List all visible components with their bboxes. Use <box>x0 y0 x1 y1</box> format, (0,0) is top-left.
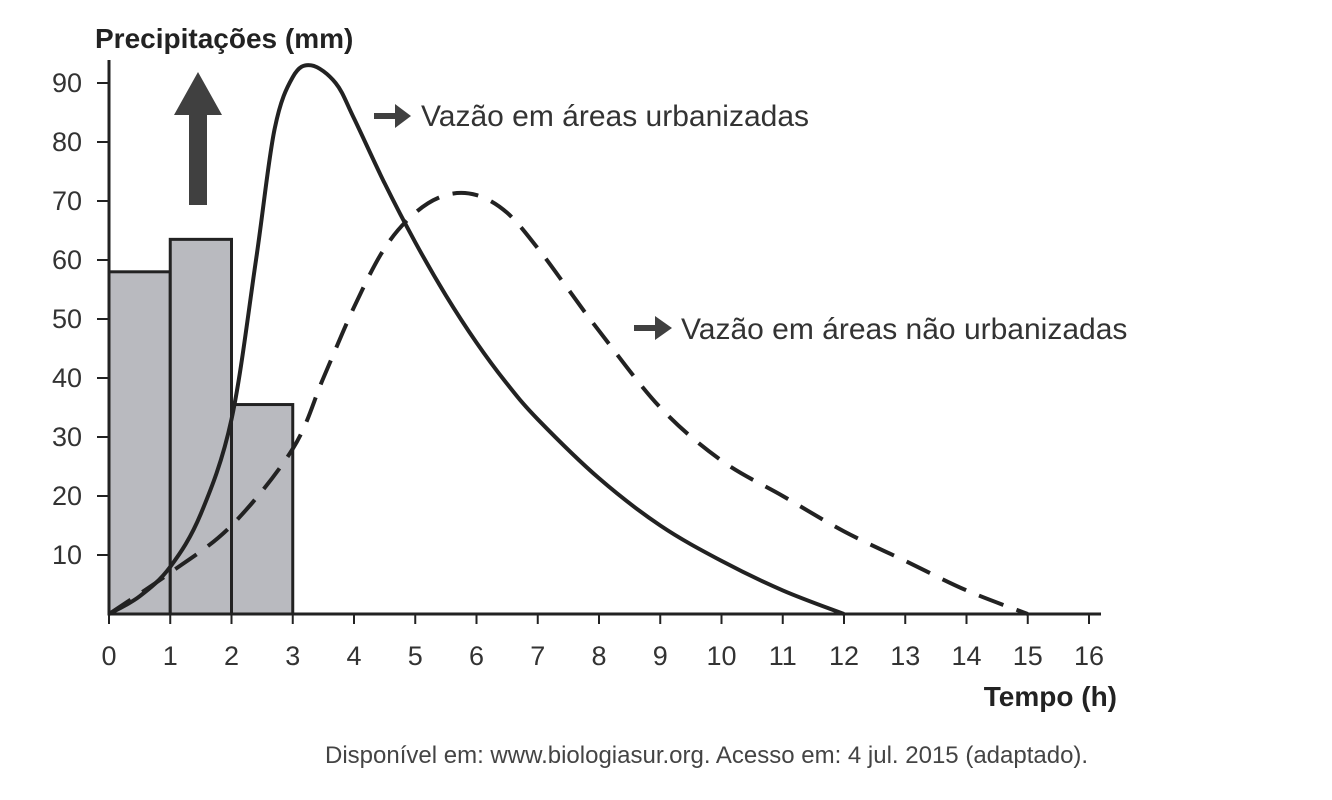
x-tick-label: 1 <box>163 641 178 671</box>
x-tick-label: 5 <box>408 641 423 671</box>
flow-curves <box>107 63 1029 616</box>
y-tick-label: 80 <box>52 127 82 157</box>
legend-label-urbanized: Vazão em áreas urbanizadas <box>421 100 809 133</box>
x-tick-label: 0 <box>101 641 116 671</box>
x-tick-label: 10 <box>706 641 736 671</box>
x-tick-label: 6 <box>469 641 484 671</box>
legend-label-non-urbanized: Vazão em áreas não urbanizadas <box>681 313 1127 346</box>
axes <box>107 60 1101 616</box>
x-tick-label: 16 <box>1074 641 1104 671</box>
x-tick-label: 15 <box>1013 641 1043 671</box>
y-tick-label: 40 <box>52 363 82 393</box>
x-tick-label: 2 <box>224 641 239 671</box>
x-tick-label: 4 <box>346 641 361 671</box>
x-tick-label: 3 <box>285 641 300 671</box>
x-tick-label: 7 <box>530 641 545 671</box>
y-tick-label: 60 <box>52 245 82 275</box>
up-arrow-icon <box>174 72 222 205</box>
precipitation-flow-chart: 0 1 2 3 4 5 6 7 8 9 10 11 12 13 14 15 161020304050607080… <box>52 23 1127 712</box>
x-tick-label: 14 <box>951 641 981 671</box>
x-tick-label: 9 <box>653 641 668 671</box>
precipitation-bar-0 <box>107 270 172 616</box>
x-tick-label: 13 <box>890 641 920 671</box>
source-citation: Disponível em: www.biologiasur.org. Aces… <box>325 742 1089 769</box>
y-tick-label: 90 <box>52 68 82 98</box>
x-tick-label: 12 <box>829 641 859 671</box>
precipitation-bars <box>107 237 295 616</box>
y-tick-label: 70 <box>52 186 82 216</box>
precipitation-bar-1 <box>168 237 233 616</box>
legend-arrow-icon-non-urbanized <box>634 316 672 340</box>
y-tick-label: 30 <box>52 422 82 452</box>
y-axis-label: Precipitações (mm) <box>95 23 353 54</box>
legend-arrow-icon-urbanized <box>374 104 411 128</box>
x-tick-label: 8 <box>591 641 606 671</box>
axis-ticks: 0 1 2 3 4 5 6 7 8 9 10 11 12 13 14 15 161020304050607080… <box>52 68 1104 671</box>
y-tick-label: 50 <box>52 304 82 334</box>
y-tick-label: 10 <box>52 540 82 570</box>
y-tick-label: 20 <box>52 481 82 511</box>
urbanized-flow-line <box>107 63 845 616</box>
x-tick-label: 11 <box>769 641 797 671</box>
x-axis-label: Tempo (h) <box>984 681 1117 712</box>
non-urbanized-flow-line <box>107 190 1029 616</box>
precipitation-bar-2 <box>230 403 295 616</box>
